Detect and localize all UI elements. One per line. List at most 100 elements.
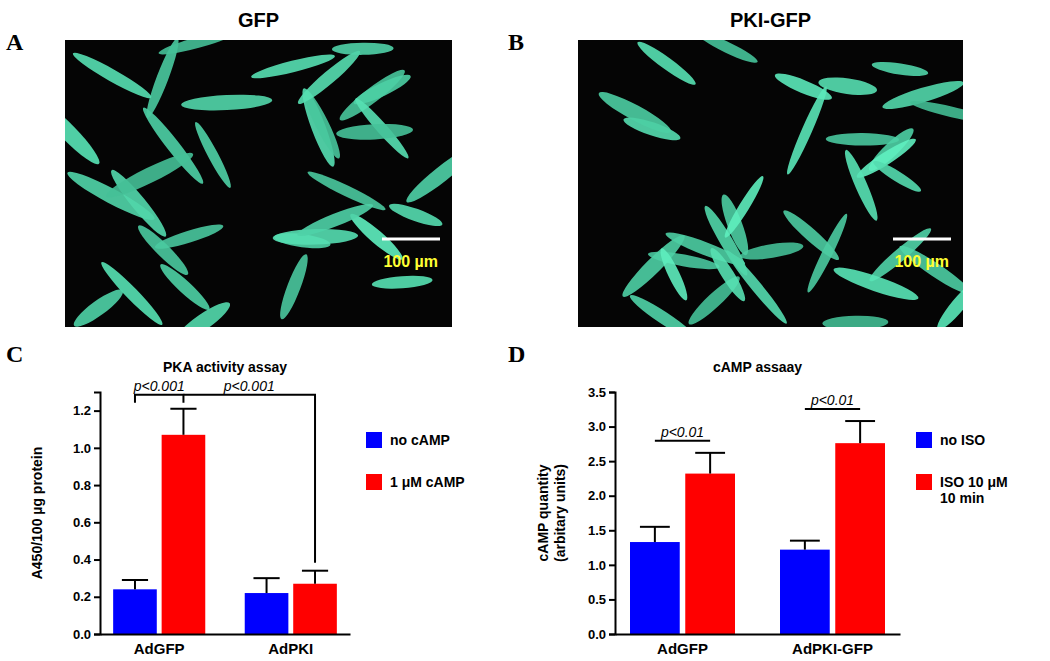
cell bbox=[595, 87, 674, 139]
x-axis-line bbox=[616, 634, 901, 636]
y-tick-label: 0.4 bbox=[73, 552, 92, 567]
y-tick: 1.5 bbox=[588, 523, 615, 538]
cell bbox=[387, 200, 445, 231]
panel-label: D bbox=[508, 341, 525, 367]
cell bbox=[294, 46, 364, 108]
cell bbox=[97, 258, 166, 327]
legend-swatch bbox=[366, 474, 382, 490]
bar bbox=[162, 435, 206, 634]
error-bar bbox=[654, 527, 656, 542]
cell bbox=[822, 315, 888, 327]
panel-label: B bbox=[508, 29, 524, 55]
y-tick: 3.0 bbox=[588, 419, 615, 434]
chart-title: PKA activity assay bbox=[163, 359, 287, 375]
plot-area bbox=[113, 409, 337, 634]
bar-chart: 0.00.51.01.52.02.53.03.5AdGFPAdPKI-GFPcA… bbox=[535, 359, 1008, 657]
y-tick-label: 2.0 bbox=[588, 488, 606, 503]
error-bar bbox=[314, 571, 316, 584]
y-tick: 0.0 bbox=[73, 627, 100, 642]
micrograph bbox=[65, 40, 452, 327]
cell bbox=[871, 59, 929, 79]
y-tick-mark bbox=[94, 410, 100, 412]
y-tick-mark bbox=[94, 634, 100, 636]
legend: no ISOISO 10 μM10 min bbox=[916, 432, 1008, 506]
cell bbox=[275, 252, 312, 322]
error-bar bbox=[182, 409, 184, 435]
x-tick-label: AdPKI bbox=[268, 640, 313, 657]
bar bbox=[293, 584, 337, 634]
figure: ABCDGFP100 µmPKI-GFP100 µm0.00.20.40.60.… bbox=[0, 0, 1050, 661]
y-tick: 3.5 bbox=[588, 385, 615, 400]
significance-label: p<0.001 bbox=[133, 378, 185, 394]
y-tick-mark bbox=[609, 530, 615, 532]
y-tick-label: 0.6 bbox=[73, 515, 91, 530]
cell bbox=[171, 297, 234, 327]
legend-swatch bbox=[366, 432, 382, 448]
y-tick: 0.8 bbox=[73, 478, 100, 493]
cell bbox=[371, 274, 433, 291]
error-bar bbox=[804, 541, 806, 550]
image-title: PKI-GFP bbox=[730, 9, 811, 31]
significance-bracket bbox=[805, 408, 860, 410]
cell bbox=[871, 157, 924, 195]
cell bbox=[706, 245, 750, 304]
y-axis-title: cAMP quantity bbox=[535, 464, 551, 561]
bar-chart: 0.0 0.2 0.4 0.6 0.8 1.0 1.2 AdGFP AdPKI PKA activ… bbox=[29, 359, 465, 657]
bar bbox=[685, 474, 735, 634]
y-tick: 0.2 bbox=[73, 589, 100, 604]
legend-label: no ISO bbox=[940, 432, 985, 448]
cell bbox=[134, 221, 193, 279]
legend-swatch bbox=[916, 432, 932, 448]
y-tick-label: 0.5 bbox=[588, 592, 606, 607]
panel-label: A bbox=[6, 29, 24, 55]
y-tick-mark bbox=[94, 522, 100, 524]
x-tick-label: AdGFP bbox=[134, 640, 185, 657]
bar bbox=[835, 443, 885, 634]
y-tick-label: 0.8 bbox=[73, 478, 91, 493]
error-bar bbox=[266, 578, 268, 593]
significance-bracket bbox=[655, 440, 710, 442]
x-tick: AdPKI bbox=[268, 634, 313, 657]
cell bbox=[70, 285, 127, 327]
y-tick: 1.0 bbox=[588, 558, 615, 573]
cell bbox=[909, 97, 963, 127]
error-bar-cap bbox=[122, 579, 148, 581]
y-tick-mark bbox=[94, 559, 100, 561]
y-tick: 2.0 bbox=[588, 488, 615, 503]
error-bar-cap bbox=[253, 577, 279, 579]
cell bbox=[65, 96, 105, 170]
y-tick-label: 0.0 bbox=[73, 627, 91, 642]
cell bbox=[191, 120, 235, 191]
x-axis-line bbox=[101, 634, 351, 636]
error-bar-cap bbox=[845, 420, 875, 422]
significance-bracket bbox=[135, 395, 183, 403]
y-axis-line bbox=[94, 393, 101, 635]
y-tick-label: 2.5 bbox=[588, 454, 606, 469]
cell bbox=[933, 276, 963, 327]
bar bbox=[780, 550, 830, 634]
y-tick-label: 1.0 bbox=[73, 441, 91, 456]
x-tick: AdGFP bbox=[134, 634, 185, 657]
error-bar-cap bbox=[790, 540, 820, 542]
y-tick: 0.0 bbox=[588, 627, 615, 642]
y-tick: 1.2 bbox=[73, 403, 100, 418]
y-tick-mark bbox=[94, 447, 100, 449]
y-tick-label: 0.0 bbox=[588, 627, 606, 642]
error-bar-cap bbox=[695, 452, 725, 454]
cell bbox=[305, 167, 388, 214]
y-tick: 0.6 bbox=[73, 515, 100, 530]
y-axis: 0.0 0.2 0.4 0.6 0.8 1.0 1.2 bbox=[73, 393, 101, 642]
scale-bar bbox=[893, 238, 951, 241]
y-axis-title: A450/100 µg protein bbox=[29, 447, 45, 580]
y-tick-mark bbox=[609, 564, 615, 566]
y-axis-line bbox=[609, 393, 616, 635]
error-bar bbox=[709, 453, 711, 474]
x-tick: AdPKI-GFP bbox=[792, 634, 873, 657]
cell bbox=[295, 199, 375, 241]
cell bbox=[402, 140, 452, 207]
cell bbox=[656, 246, 691, 303]
y-tick-label: 3.5 bbox=[588, 385, 606, 400]
cell bbox=[772, 69, 834, 104]
legend-label: 1 μM cAMP bbox=[390, 474, 465, 490]
error-bar bbox=[859, 421, 861, 443]
